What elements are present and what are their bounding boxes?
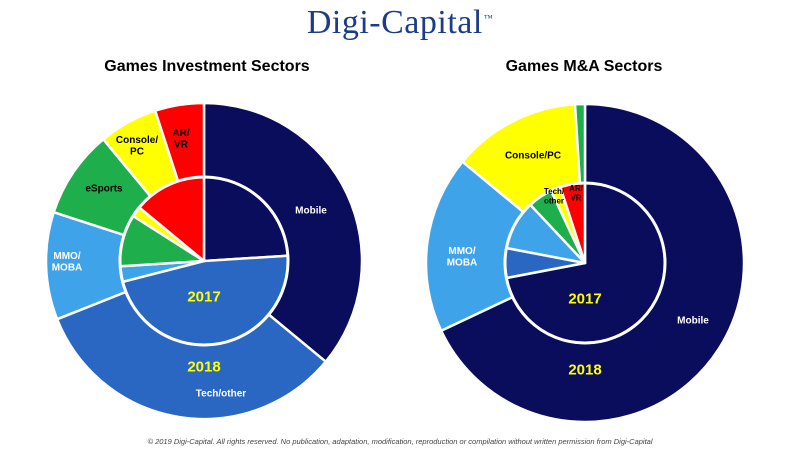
chart0-slice-label-console-pc: Console/PC	[116, 135, 158, 158]
chart0-ring-divider	[118, 175, 290, 347]
chart1-slice-label-ar-vr: AR/VR	[569, 184, 584, 202]
chart1-year-label-inner: 2017	[568, 290, 601, 307]
chart0-slice-label-esports: eSports	[85, 184, 123, 195]
investment-chart-title: Games Investment Sectors	[104, 58, 310, 75]
chart0-slice-label-mobile: Mobile	[295, 206, 327, 217]
chart0-slice-label-ar-vr: AR/VR	[172, 128, 189, 151]
chart0-year-label-outer: 2018	[187, 358, 220, 375]
chart1-slice-label-mmo-moba: MMO/MOBA	[447, 246, 478, 269]
trademark-mark: ™	[483, 12, 494, 23]
logo-text: Digi-Capital	[306, 4, 483, 41]
chart0-slice-label-tech-other: Tech/other	[196, 389, 246, 400]
chart1-year-label-outer: 2018	[568, 361, 601, 378]
chart1-slice-label-tech-other: Tech/other	[544, 187, 565, 205]
chart1-slice-label-mobile: Mobile	[677, 316, 709, 327]
chart1-slice-label-console-pc: Console/PC	[505, 151, 561, 162]
chart0-slice-label-mmo-moba: MMO/MOBA	[52, 251, 83, 274]
copyright-footer: © 2019 Digi-Capital. All rights reserved…	[147, 437, 653, 446]
chart1-ring-divider	[503, 181, 667, 345]
digi-capital-logo: Digi-Capital™	[0, 4, 800, 42]
chart0-year-label-inner: 2017	[187, 288, 220, 305]
ma-chart-title: Games M&A Sectors	[505, 58, 663, 75]
